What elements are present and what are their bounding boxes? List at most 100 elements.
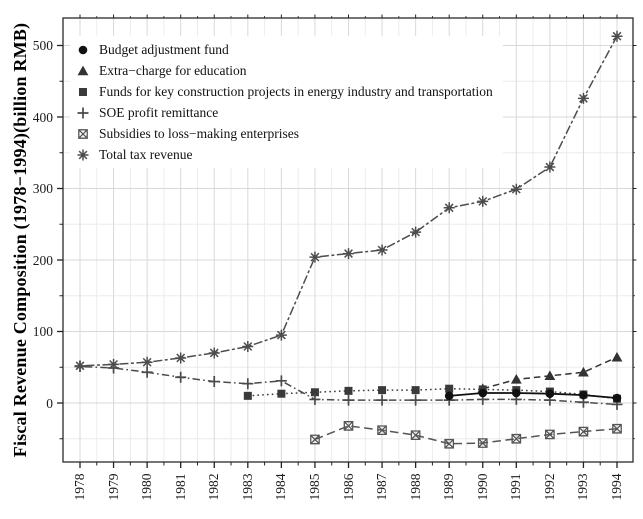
legend-label: Total tax revenue: [99, 146, 193, 162]
series-line-box-x: [314, 425, 618, 445]
circle-marker: [478, 388, 488, 398]
legend-item: SOE profit remittance: [74, 102, 493, 123]
asterisk-legend-icon: [77, 149, 89, 160]
x-tick-label: 1994: [609, 473, 624, 501]
series-line-square: [247, 387, 618, 400]
square-marker: [310, 388, 319, 397]
triangle-marker: [611, 351, 623, 362]
plus-marker: [275, 375, 287, 387]
asterisk-marker: [242, 341, 254, 353]
x-tick-label: 1988: [407, 473, 423, 501]
asterisk-marker: [275, 329, 287, 341]
asterisk-marker: [410, 226, 422, 238]
legend-item: Funds for key construction projects in e…: [74, 81, 493, 102]
x-tick-label: 1978: [72, 473, 87, 501]
asterisk-marker: [175, 352, 187, 364]
y-tick-label: 0: [46, 395, 53, 411]
asterisk-marker: [309, 251, 321, 263]
circle-marker: [545, 389, 555, 399]
circle-marker: [444, 391, 454, 401]
legend-item: Total tax revenue: [74, 144, 493, 165]
box-x-marker: [343, 421, 354, 431]
box-x-marker: [410, 430, 421, 441]
square-legend-icon: [79, 87, 87, 96]
box-x-marker: [377, 425, 387, 436]
asterisk-marker: [611, 30, 623, 42]
asterisk-marker: [577, 92, 589, 104]
y-tick-label: 400: [32, 109, 53, 125]
y-tick-label: 300: [32, 181, 53, 196]
legend-item: Budget adjustment fund: [74, 39, 493, 60]
plus-marker: [77, 107, 89, 118]
x-tick-label: 1991: [508, 473, 524, 501]
x-tick-label: 1992: [541, 473, 557, 501]
asterisk-marker: [544, 161, 556, 173]
legend-item: Extra−charge for education: [74, 60, 493, 81]
asterisk-marker: [477, 195, 489, 207]
plus-marker: [343, 394, 354, 406]
triangle-legend-icon: [77, 65, 89, 75]
asterisk-marker: [510, 183, 522, 195]
plus-marker: [410, 394, 422, 406]
circle-legend-icon: [78, 45, 88, 54]
x-tick-label: 1980: [139, 473, 155, 501]
legend-label: Budget adjustment fund: [99, 41, 229, 57]
asterisk-marker: [108, 358, 120, 370]
triangle-marker: [544, 370, 556, 381]
asterisk-marker: [77, 149, 89, 160]
plus-marker: [208, 376, 220, 388]
circle-marker: [78, 45, 88, 54]
circle-marker: [612, 393, 622, 403]
box-x-legend-icon: [78, 128, 88, 139]
square-marker: [411, 386, 420, 395]
asterisk-marker: [208, 347, 220, 359]
x-tick-label: 1983: [239, 473, 255, 501]
x-tick-label: 1979: [105, 473, 121, 501]
asterisk-marker: [141, 356, 153, 368]
triangle-marker: [510, 374, 522, 384]
box-x-marker: [444, 438, 455, 449]
x-tick-label: 1993: [575, 473, 591, 501]
box-x-marker: [477, 438, 488, 448]
square-marker: [344, 386, 353, 395]
square-marker: [277, 389, 286, 398]
box-x-marker: [78, 128, 88, 139]
triangle-marker: [77, 65, 89, 75]
y-tick-label: 200: [32, 252, 53, 268]
plus-legend-icon: [77, 107, 89, 118]
legend-label: Extra−charge for education: [99, 62, 247, 78]
y-tick-label: 100: [32, 324, 53, 339]
square-marker: [79, 87, 87, 96]
asterisk-marker: [343, 248, 354, 260]
box-x-marker: [612, 423, 622, 434]
box-x-marker: [310, 434, 320, 445]
x-tick-label: 1984: [273, 473, 289, 501]
plus-marker: [376, 394, 388, 406]
box-x-marker: [578, 426, 589, 437]
square-marker: [378, 386, 387, 395]
circle-marker: [512, 388, 521, 398]
legend-item: Subsidies to loss−making enterprises: [74, 123, 493, 144]
legend-label: SOE profit remittance: [99, 104, 219, 120]
square-marker: [445, 384, 454, 393]
plus-marker: [242, 378, 254, 390]
plus-marker: [141, 366, 153, 378]
x-tick-label: 1981: [172, 473, 188, 501]
legend-label: Subsidies to loss−making enterprises: [99, 125, 299, 141]
triangle-marker: [578, 366, 589, 377]
series-line-circle: [449, 392, 618, 399]
circle-marker: [579, 390, 588, 400]
x-tick-label: 1989: [441, 473, 457, 501]
x-tick-label: 1985: [306, 473, 322, 501]
square-marker: [243, 391, 252, 400]
x-tick-label: 1987: [374, 473, 390, 501]
legend: Budget adjustment fund Extra−charge for e…: [70, 36, 503, 168]
x-tick-label: 1990: [474, 473, 490, 501]
box-x-marker: [511, 433, 522, 444]
box-x-marker: [545, 429, 555, 440]
plus-marker: [309, 393, 321, 405]
y-tick-label: 500: [32, 38, 53, 53]
asterisk-marker: [74, 360, 86, 372]
x-tick-label: 1982: [206, 473, 222, 501]
